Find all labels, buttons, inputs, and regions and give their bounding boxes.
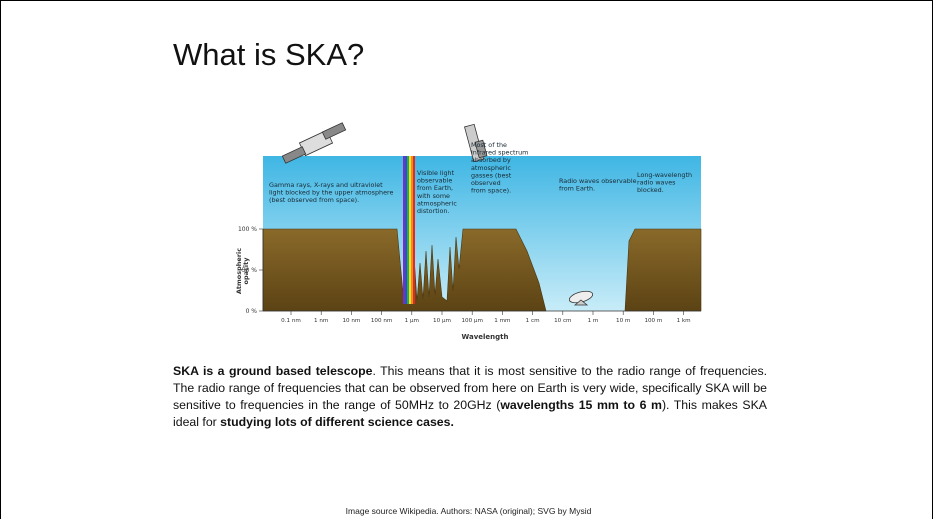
- annotation-line: from Earth,: [417, 184, 453, 192]
- annotation-line: atmospheric: [417, 199, 457, 207]
- annotation-line: Gamma rays, X-rays and ultraviolet: [269, 181, 383, 189]
- annotation-line: light blocked by the upper atmosphere: [269, 189, 393, 197]
- annotation-line: (best observed from space).: [269, 196, 359, 204]
- annotation-line: Visible light: [417, 169, 455, 177]
- annotation-line: Radio waves observable: [559, 177, 637, 185]
- bold-text: SKA is a ground based telescope: [173, 364, 373, 378]
- text: ). This makes SKA ideal for: [173, 398, 767, 429]
- annotation-line: Long-wavelength: [637, 171, 692, 179]
- bold-text: studying lots of different science cases…: [220, 415, 454, 429]
- annotation-line: from space).: [471, 187, 511, 195]
- figure: Gamma rays, X-rays and ultravioletlight …: [235, 122, 702, 341]
- satellite-icon: [281, 122, 347, 164]
- annotation-line: observed: [471, 179, 501, 187]
- annotation-line: from Earth.: [559, 185, 595, 193]
- bold-text: wavelengths 15 mm to 6 m: [500, 398, 662, 412]
- x-tick-label: 100 nm: [371, 318, 392, 324]
- y-tick-label: 50 %: [242, 267, 258, 274]
- annotation-line: radio waves: [637, 179, 676, 187]
- annotation-line: observable: [417, 177, 452, 185]
- x-tick-label: 10 µm: [433, 318, 451, 324]
- x-tick-label: 1 km: [677, 318, 691, 324]
- annotation-line: infrared spectrum: [471, 149, 528, 157]
- image-source: Image source Wikipedia. Authors: NASA (o…: [345, 506, 592, 516]
- visible-spectrum: [403, 156, 415, 304]
- body-text: SKA is a ground based telescope. This me…: [173, 363, 767, 431]
- x-tick-label: 1 µm: [405, 318, 419, 324]
- x-tick-label: 10 cm: [554, 318, 571, 324]
- slide-title: What is SKA?: [173, 37, 365, 72]
- telescope-icon: [464, 123, 488, 163]
- x-tick-label: 1 nm: [314, 318, 328, 324]
- x-tick-label: 10 m: [616, 318, 630, 324]
- x-tick-label: 10 nm: [342, 318, 360, 324]
- x-tick-label: 1 mm: [494, 318, 510, 324]
- annotation-line: with some: [417, 192, 450, 200]
- annotation-line: gasses (best: [471, 171, 512, 179]
- y-axis-label: opacity: [242, 257, 250, 285]
- x-tick-label: 100 m: [644, 318, 662, 324]
- text: . This means that it is most sensitive t…: [173, 364, 768, 412]
- dish-icon: [568, 290, 594, 306]
- annotation-line: absorbed by: [471, 156, 511, 164]
- y-axis-label: Atmospheric: [235, 248, 243, 294]
- annotation-line: distortion.: [417, 207, 449, 215]
- x-tick-label: 100 µm: [461, 318, 482, 324]
- y-tick-label: 0 %: [246, 308, 258, 315]
- annotation-line: blocked.: [637, 186, 664, 194]
- x-tick-label: 1 m: [588, 318, 599, 324]
- y-tick-label: 100 %: [238, 226, 257, 233]
- x-tick-label: 0.1 nm: [281, 318, 301, 324]
- annotation-line: atmospheric: [471, 164, 511, 172]
- x-axis-label: Wavelength: [462, 333, 509, 341]
- opacity-curve: [262, 228, 702, 312]
- annotation-line: Most of the: [471, 141, 507, 149]
- x-tick-label: 1 cm: [526, 318, 540, 324]
